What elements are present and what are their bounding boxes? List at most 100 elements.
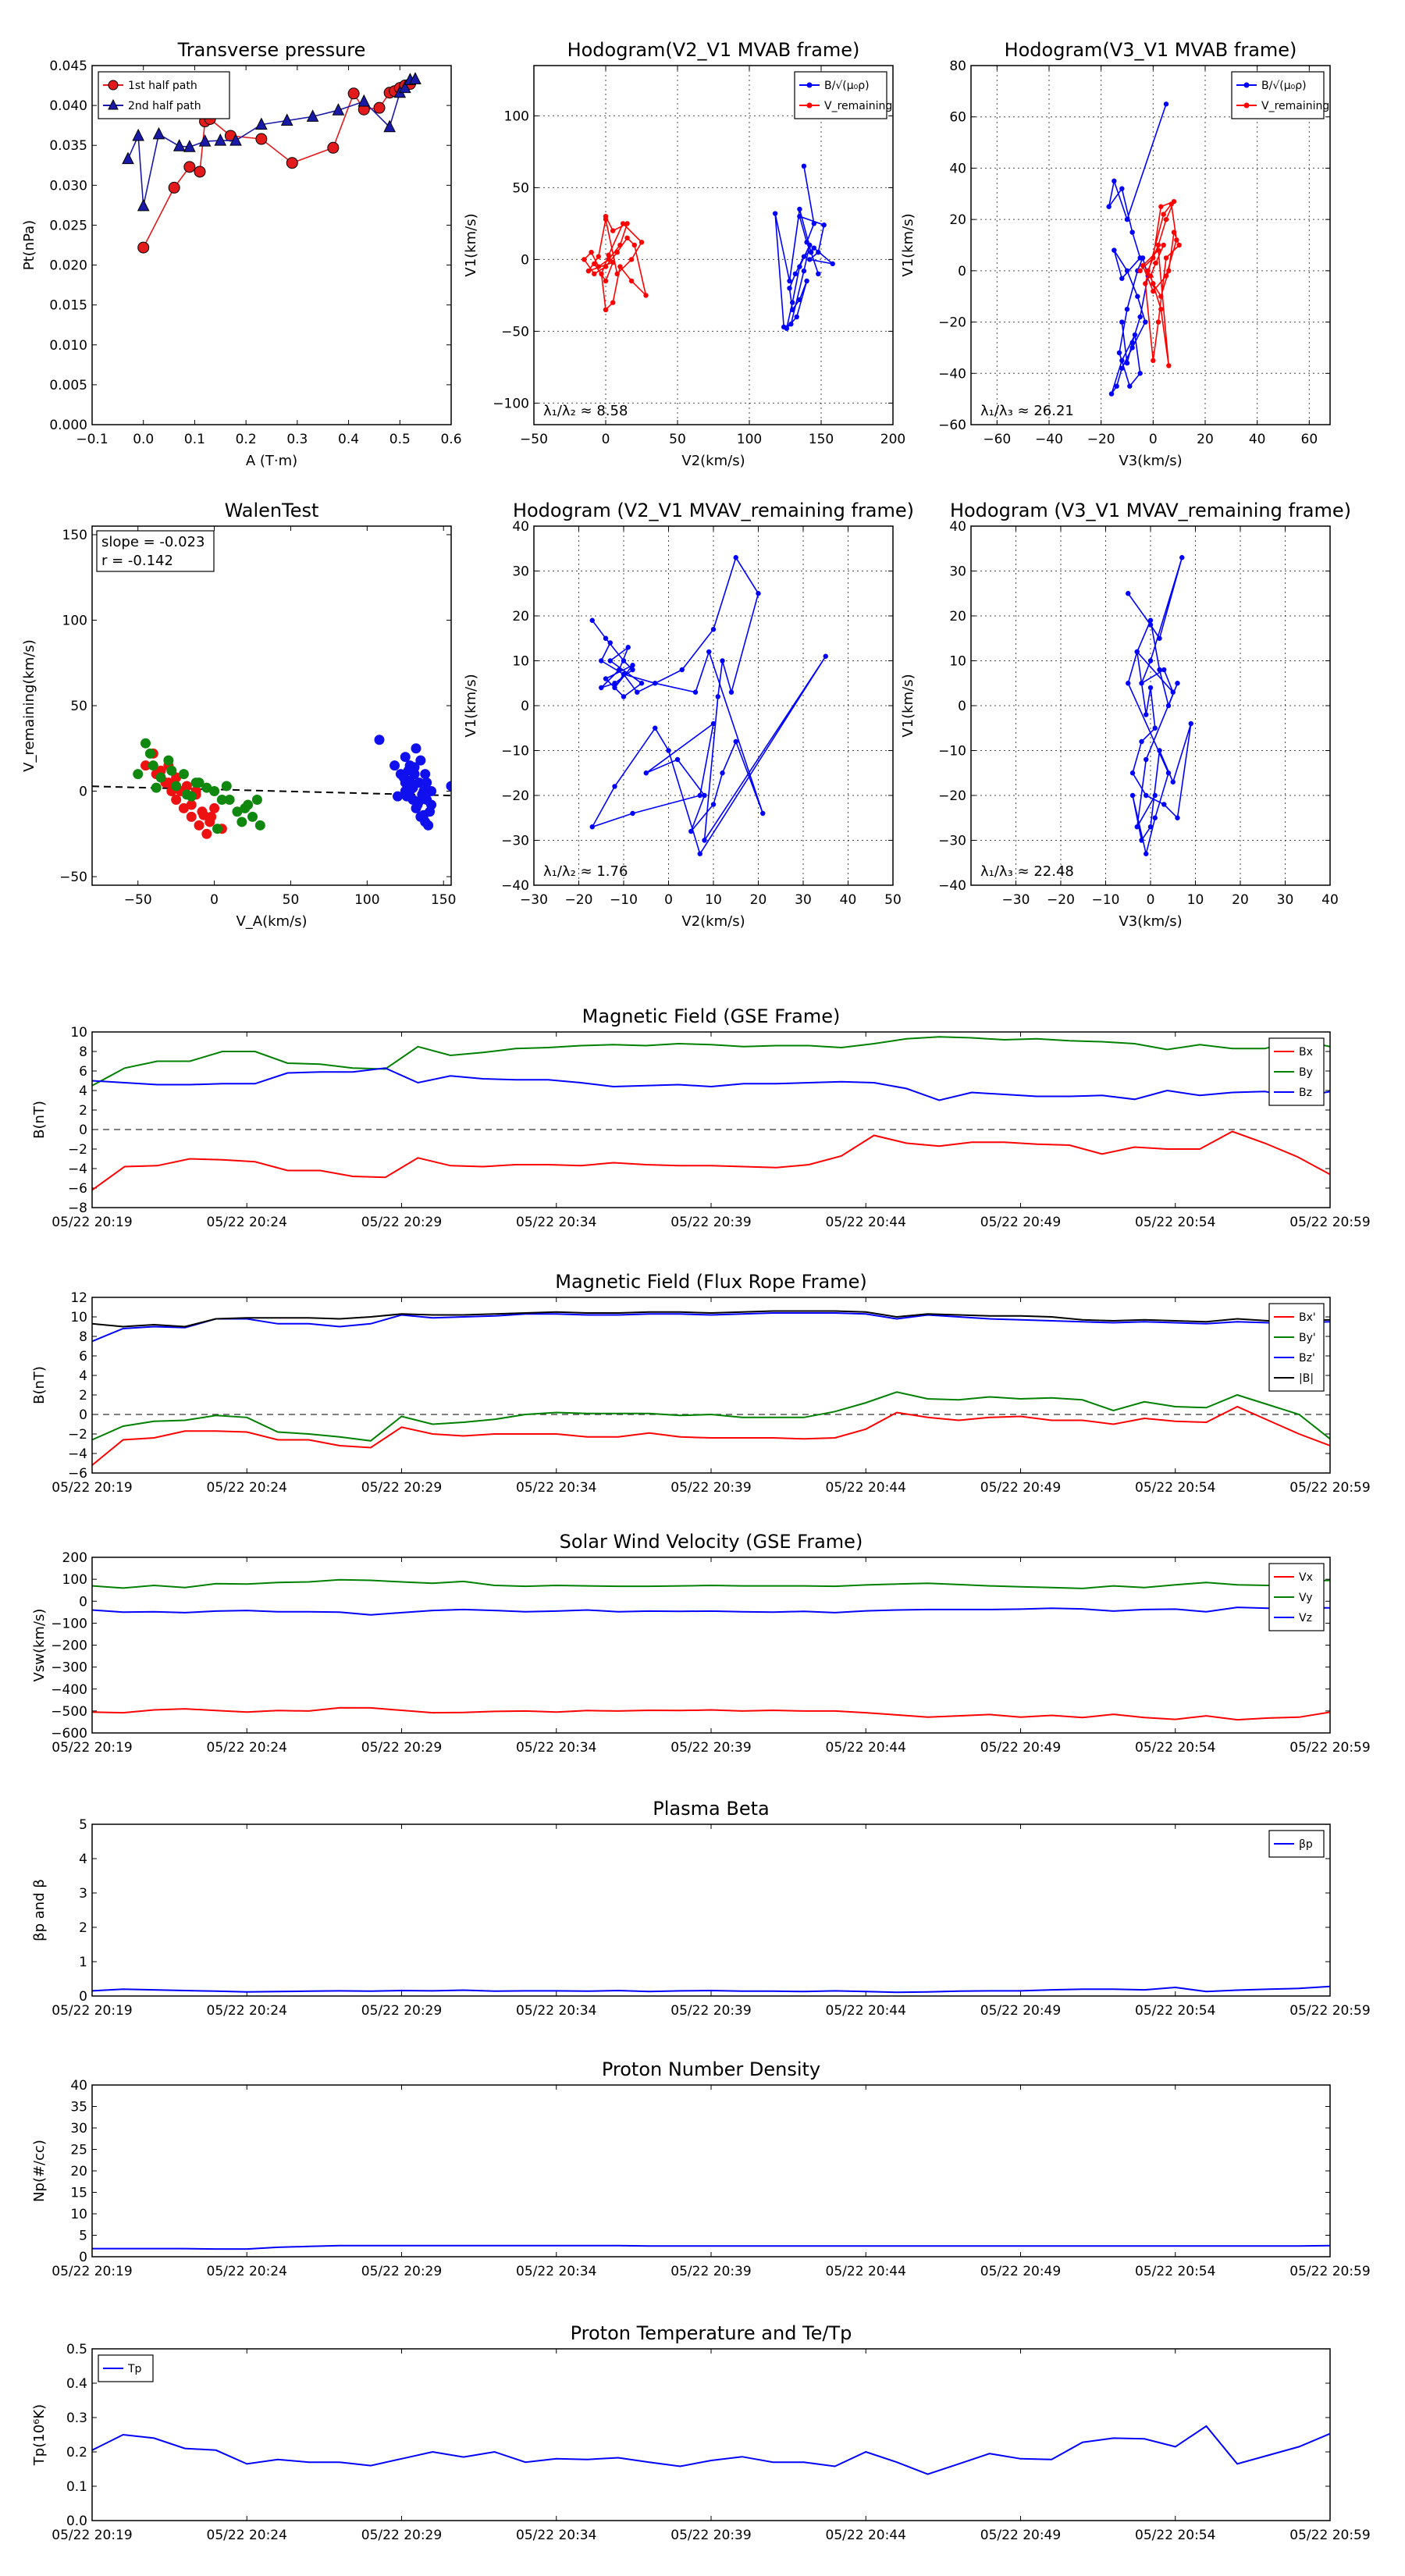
- legend: B/√(μ₀ρ) V_remaining: [1231, 71, 1329, 119]
- data-point: [702, 838, 707, 843]
- data-point: [1119, 276, 1125, 281]
- data-point: [1135, 294, 1140, 299]
- x-tick-label: 150: [431, 892, 456, 908]
- legend-box: [794, 71, 887, 119]
- data-point: [1124, 360, 1130, 366]
- chart-title: Magnetic Field (GSE Frame): [582, 1005, 841, 1027]
- chart-title: Proton Number Density: [602, 2058, 820, 2080]
- legend-marker: [1243, 82, 1250, 88]
- data-point: [653, 725, 658, 731]
- data-point: [404, 775, 415, 786]
- data-point: [409, 72, 422, 84]
- data-point: [409, 762, 420, 773]
- x-tick-label: 0: [602, 432, 610, 447]
- x-tick-label: 05/22 20:49: [980, 1740, 1061, 1756]
- data-point: [653, 681, 658, 686]
- data-point: [186, 811, 197, 822]
- data-point: [710, 627, 717, 632]
- data-point: [733, 555, 738, 560]
- y-tick-label: 100: [504, 109, 529, 124]
- x-tick-label: 20: [750, 892, 767, 908]
- data-point: [1175, 681, 1180, 686]
- y-tick-label: 100: [62, 1572, 87, 1588]
- data-point: [178, 802, 189, 813]
- data-point: [1143, 281, 1148, 286]
- y-tick-label: −10: [501, 744, 529, 760]
- legend-label: Vz: [1299, 1612, 1312, 1624]
- plot-frame: [970, 65, 1331, 425]
- data-point: [610, 259, 616, 265]
- data-point: [1134, 649, 1140, 655]
- series-line: [92, 1391, 1330, 1442]
- y-tick-label: −50: [59, 870, 87, 885]
- data-point: [807, 257, 813, 262]
- x-tick-label: 05/22 20:44: [826, 1215, 906, 1230]
- x-tick-label: 05/22 20:24: [207, 2264, 287, 2279]
- data-point: [596, 254, 601, 259]
- data-point: [446, 781, 451, 792]
- x-tick-label: 05/22 20:39: [670, 2264, 751, 2279]
- y-tick-label: 50: [512, 180, 529, 196]
- x-tick-label: 05/22 20:34: [516, 1215, 596, 1230]
- data-point: [201, 782, 212, 793]
- data-point: [1147, 824, 1154, 830]
- data-point: [697, 792, 702, 799]
- y-tick-label: −200: [51, 1638, 87, 1654]
- legend-label: Vy: [1299, 1592, 1313, 1604]
- y-tick-label: 0.000: [49, 418, 87, 433]
- data-point: [422, 777, 432, 788]
- data-point: [1124, 268, 1130, 274]
- data-point: [830, 261, 835, 267]
- legend: Vx Vy Vz: [1268, 1563, 1325, 1631]
- x-tick-label: 05/22 20:44: [826, 1480, 906, 1496]
- chart-title: Hodogram (V3_V1 MVAV_remaining frame): [950, 500, 1351, 521]
- data-point: [194, 165, 206, 178]
- data-point: [1114, 383, 1119, 389]
- data-point: [720, 770, 725, 776]
- y-tick-label: 0: [79, 785, 87, 800]
- legend: βp: [1268, 1830, 1325, 1858]
- y-tick-label: 40: [949, 519, 966, 535]
- y-tick-label: 2: [79, 1388, 87, 1404]
- data-point: [612, 681, 617, 686]
- data-point: [1151, 358, 1156, 364]
- data-point: [255, 133, 268, 145]
- data-point: [1147, 685, 1154, 691]
- y-tick-label: 0: [79, 1989, 87, 2005]
- x-tick-label: 05/22 20:29: [361, 1215, 442, 1230]
- data-point: [1112, 178, 1117, 184]
- data-point: [603, 635, 609, 641]
- x-tick-label: 05/22 20:19: [52, 1215, 132, 1230]
- data-point: [1166, 363, 1172, 368]
- y-tick-label: 1: [79, 1955, 87, 1970]
- x-axis-label: V_A(km/s): [236, 913, 307, 930]
- data-point: [794, 314, 799, 320]
- data-point: [801, 163, 807, 169]
- data-point: [790, 300, 795, 305]
- x-axis-label: V2(km/s): [681, 453, 745, 469]
- data-point: [592, 261, 597, 267]
- data-point: [697, 851, 702, 856]
- series-line: [92, 1036, 1330, 1087]
- data-point: [1140, 255, 1146, 261]
- data-point: [631, 242, 637, 248]
- series-line: [92, 1706, 1330, 1721]
- chart-title: Plasma Beta: [653, 1798, 769, 1820]
- data-point: [1139, 738, 1144, 745]
- y-tick-label: −6: [68, 1181, 87, 1197]
- data-point: [1139, 838, 1144, 843]
- data-point: [206, 811, 217, 822]
- plot-area: [92, 2244, 1330, 2250]
- x-tick-label: 20: [1232, 892, 1249, 908]
- data-point: [1134, 824, 1140, 830]
- x-tick-label: 05/22 20:59: [1289, 2003, 1370, 2019]
- legend-label: V_remaining: [824, 100, 892, 112]
- y-tick-label: −20: [938, 788, 966, 804]
- data-point: [198, 133, 212, 147]
- x-tick-label: 05/22 20:24: [207, 2528, 287, 2543]
- data-point: [1163, 216, 1169, 222]
- data-point: [756, 591, 761, 596]
- data-point: [643, 770, 649, 776]
- vsw-panel: Solar Wind Velocity (GSE Frame) −600 −500 −…: [31, 1531, 1371, 1756]
- data-point: [621, 694, 627, 699]
